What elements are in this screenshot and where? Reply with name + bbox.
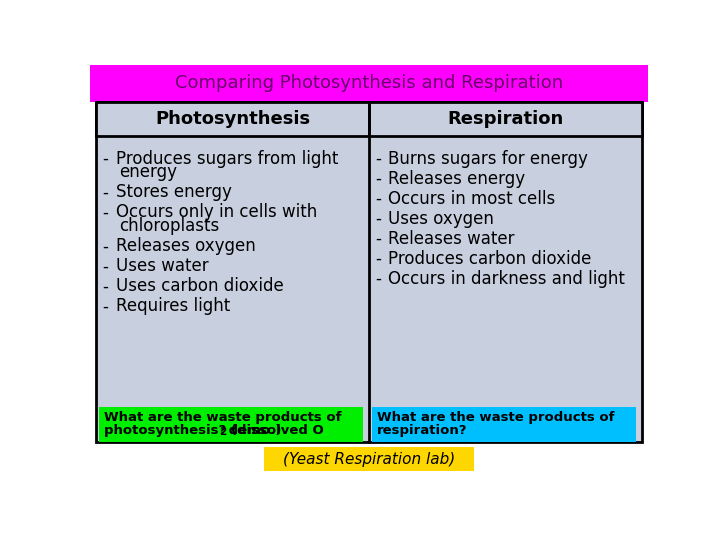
Bar <box>90 65 648 102</box>
Text: -: - <box>375 249 381 268</box>
Text: Uses carbon dioxide: Uses carbon dioxide <box>117 278 284 295</box>
Text: photosynthesis? (dissolved O: photosynthesis? (dissolved O <box>104 423 324 437</box>
Text: -: - <box>102 278 108 295</box>
Text: energy: energy <box>120 164 177 181</box>
Bar <box>99 407 363 442</box>
Text: Comparing Photosynthesis and Respiration: Comparing Photosynthesis and Respiration <box>175 75 563 92</box>
Text: What are the waste products of: What are the waste products of <box>377 411 614 424</box>
Bar <box>96 102 642 442</box>
Text: -: - <box>375 269 381 288</box>
Text: -: - <box>102 257 108 275</box>
Bar <box>372 407 636 442</box>
Text: 2: 2 <box>219 427 226 437</box>
Text: -: - <box>102 150 108 167</box>
Text: chloroplasts: chloroplasts <box>120 217 220 235</box>
Text: respiration?: respiration? <box>377 423 467 437</box>
Text: (Yeast Respiration lab): (Yeast Respiration lab) <box>283 451 455 467</box>
Text: Occurs only in cells with: Occurs only in cells with <box>117 204 318 221</box>
Text: Produces carbon dioxide: Produces carbon dioxide <box>387 249 591 268</box>
Bar <box>369 102 642 136</box>
Bar <box>96 102 369 136</box>
Text: Produces sugars from light: Produces sugars from light <box>117 150 338 167</box>
Text: Burns sugars for energy: Burns sugars for energy <box>387 150 588 167</box>
Text: Releases energy: Releases energy <box>387 170 525 187</box>
Text: -: - <box>375 170 381 187</box>
Text: -: - <box>375 190 381 207</box>
Text: demo.): demo.) <box>225 423 282 437</box>
Text: -: - <box>375 230 381 247</box>
Text: Occurs in darkness and light: Occurs in darkness and light <box>387 269 624 288</box>
Text: Stores energy: Stores energy <box>117 184 233 201</box>
Text: Photosynthesis: Photosynthesis <box>155 110 310 127</box>
Text: -: - <box>102 184 108 201</box>
Text: Requires light: Requires light <box>117 298 230 315</box>
Bar <box>264 447 474 471</box>
Text: Releases water: Releases water <box>387 230 514 247</box>
Text: Uses oxygen: Uses oxygen <box>387 210 493 227</box>
Text: -: - <box>375 150 381 167</box>
Text: -: - <box>102 204 108 221</box>
Text: Uses water: Uses water <box>117 257 209 275</box>
Text: -: - <box>102 298 108 315</box>
Text: Respiration: Respiration <box>447 110 564 127</box>
Text: -: - <box>375 210 381 227</box>
Text: What are the waste products of: What are the waste products of <box>104 411 341 424</box>
Text: -: - <box>102 237 108 255</box>
Text: Releases oxygen: Releases oxygen <box>117 237 256 255</box>
Text: Occurs in most cells: Occurs in most cells <box>387 190 555 207</box>
